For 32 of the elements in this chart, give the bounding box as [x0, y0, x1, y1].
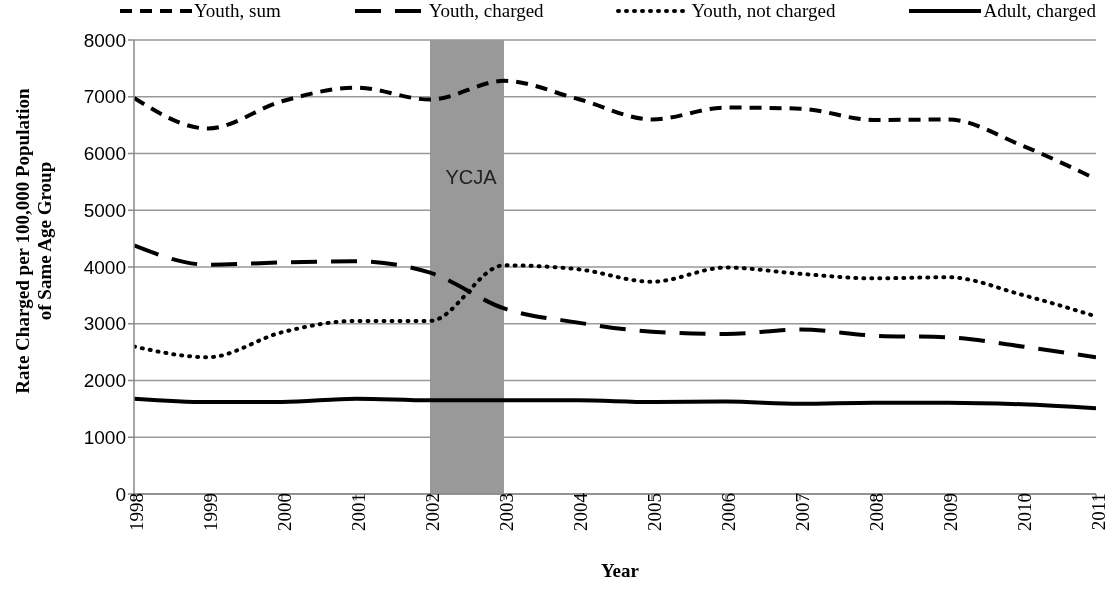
legend-label: Youth, charged — [428, 0, 544, 22]
legend-label: Adult, charged — [983, 0, 1096, 22]
line-series — [134, 243, 1096, 360]
x-tick-label: 2009 — [940, 493, 962, 531]
y-axis-title: Rate Charged per 100,000 Population of Same Age Group — [12, 87, 56, 396]
x-tick-label: 2006 — [718, 493, 740, 531]
x-tick-label: 2003 — [496, 493, 518, 531]
x-axis-title: Year — [600, 560, 640, 582]
y-tick-label: 1000 — [83, 426, 126, 448]
x-tick-label: 2004 — [570, 492, 592, 531]
y-tick-label: 6000 — [83, 143, 126, 165]
y-tick-label: 2000 — [83, 370, 126, 392]
x-tick-label: 2001 — [348, 493, 370, 531]
y-tick-label: 3000 — [83, 313, 126, 335]
legend-label: Youth, sum — [194, 0, 281, 22]
y-tick-label: 7000 — [83, 86, 126, 108]
x-tick-label: 2010 — [1014, 493, 1036, 531]
x-tick-label: 2000 — [274, 493, 296, 531]
x-tick-label: 2007 — [792, 493, 814, 531]
y-tick-label: 8000 — [83, 29, 126, 51]
x-tick-label: 2005 — [644, 493, 666, 531]
x-tick-label: 1999 — [200, 493, 222, 531]
y-tick-label: 5000 — [83, 199, 126, 221]
y-tick-label: 4000 — [83, 256, 126, 278]
x-tick-label: 2002 — [422, 493, 444, 531]
line-series — [134, 396, 1096, 411]
y-tick-label: 0 — [115, 483, 126, 505]
x-tick-label: 2011 — [1088, 493, 1110, 531]
band-label: YCJA — [445, 166, 498, 189]
legend-label: Youth, not charged — [691, 0, 836, 22]
x-tick-label: 1998 — [126, 493, 148, 531]
x-tick-label: 2008 — [866, 493, 888, 531]
